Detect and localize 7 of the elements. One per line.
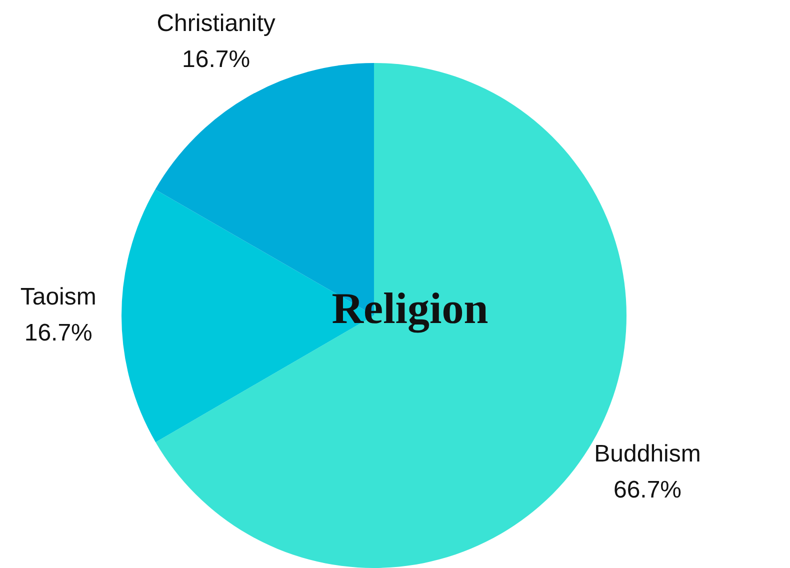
slice-label: Buddhism — [594, 440, 701, 468]
slice-label: Christianity — [156, 10, 276, 37]
slice-label: Taoism — [20, 284, 96, 311]
data-label: 16.7% — [182, 46, 250, 73]
data-label: 16.7% — [24, 320, 92, 347]
text: Religion — [332, 284, 488, 333]
data-label: 66.7% — [613, 476, 682, 504]
